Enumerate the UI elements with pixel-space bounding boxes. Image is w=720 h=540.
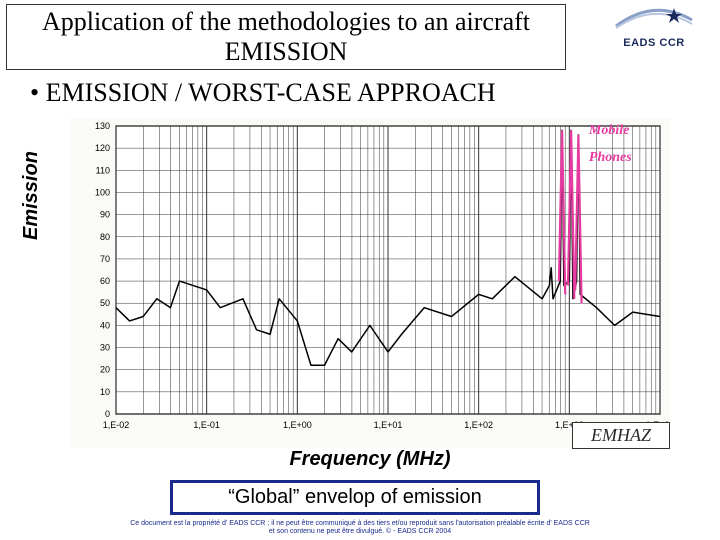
footer-line2: et son contenu ne peut être divulgué. © … [269,528,451,535]
title-line2: EMISSION [15,37,557,67]
annotation-line1: Mobile [589,124,629,138]
svg-text:1,E-02: 1,E-02 [103,420,130,430]
logo-text: EADS CCR [594,37,714,49]
svg-text:40: 40 [100,320,110,330]
emission-chart: 0 10 20 30 40 50 60 70 80 90 100 110 120 130 1,E-02 1,E… [70,118,670,448]
svg-text:20: 20 [100,365,110,375]
svg-text:60: 60 [100,276,110,286]
y-axis-label: Emission [20,151,43,240]
title-box: Application of the methodologies to an a… [6,4,566,70]
svg-text:10: 10 [100,387,110,397]
svg-text:1,E+00: 1,E+00 [283,420,312,430]
annotation-line2: Phones [589,151,632,165]
footer-line1: Ce document est la propriété d' EADS CCR… [130,520,590,527]
svg-text:0: 0 [105,409,110,419]
svg-text:70: 70 [100,254,110,264]
footer-copyright: Ce document est la propriété d' EADS CCR… [0,520,720,535]
chart-canvas: 0 10 20 30 40 50 60 70 80 90 100 110 120 130 1,E-02 1,E… [70,118,670,448]
svg-text:1,E+01: 1,E+01 [374,420,403,430]
svg-text:1,E-01: 1,E-01 [193,420,220,430]
svg-text:30: 30 [100,343,110,353]
svg-text:130: 130 [95,121,110,131]
x-axis-label: Frequency (MHz) [70,448,670,471]
svg-text:1,E+02: 1,E+02 [464,420,493,430]
star-swoosh-icon [614,4,694,32]
bullet-line: • EMISSION / WORST-CASE APPROACH [30,78,496,108]
caption-box: “Global” envelop of emission [170,480,540,515]
svg-text:110: 110 [96,165,110,175]
svg-text:100: 100 [95,187,110,197]
title-line1: Application of the methodologies to an a… [15,7,557,37]
svg-text:90: 90 [100,210,110,220]
emhaz-badge: EMHAZ [572,422,670,449]
svg-text:120: 120 [95,143,110,153]
logo: EADS CCR [594,4,714,49]
svg-text:80: 80 [100,232,110,242]
svg-text:50: 50 [100,298,110,308]
